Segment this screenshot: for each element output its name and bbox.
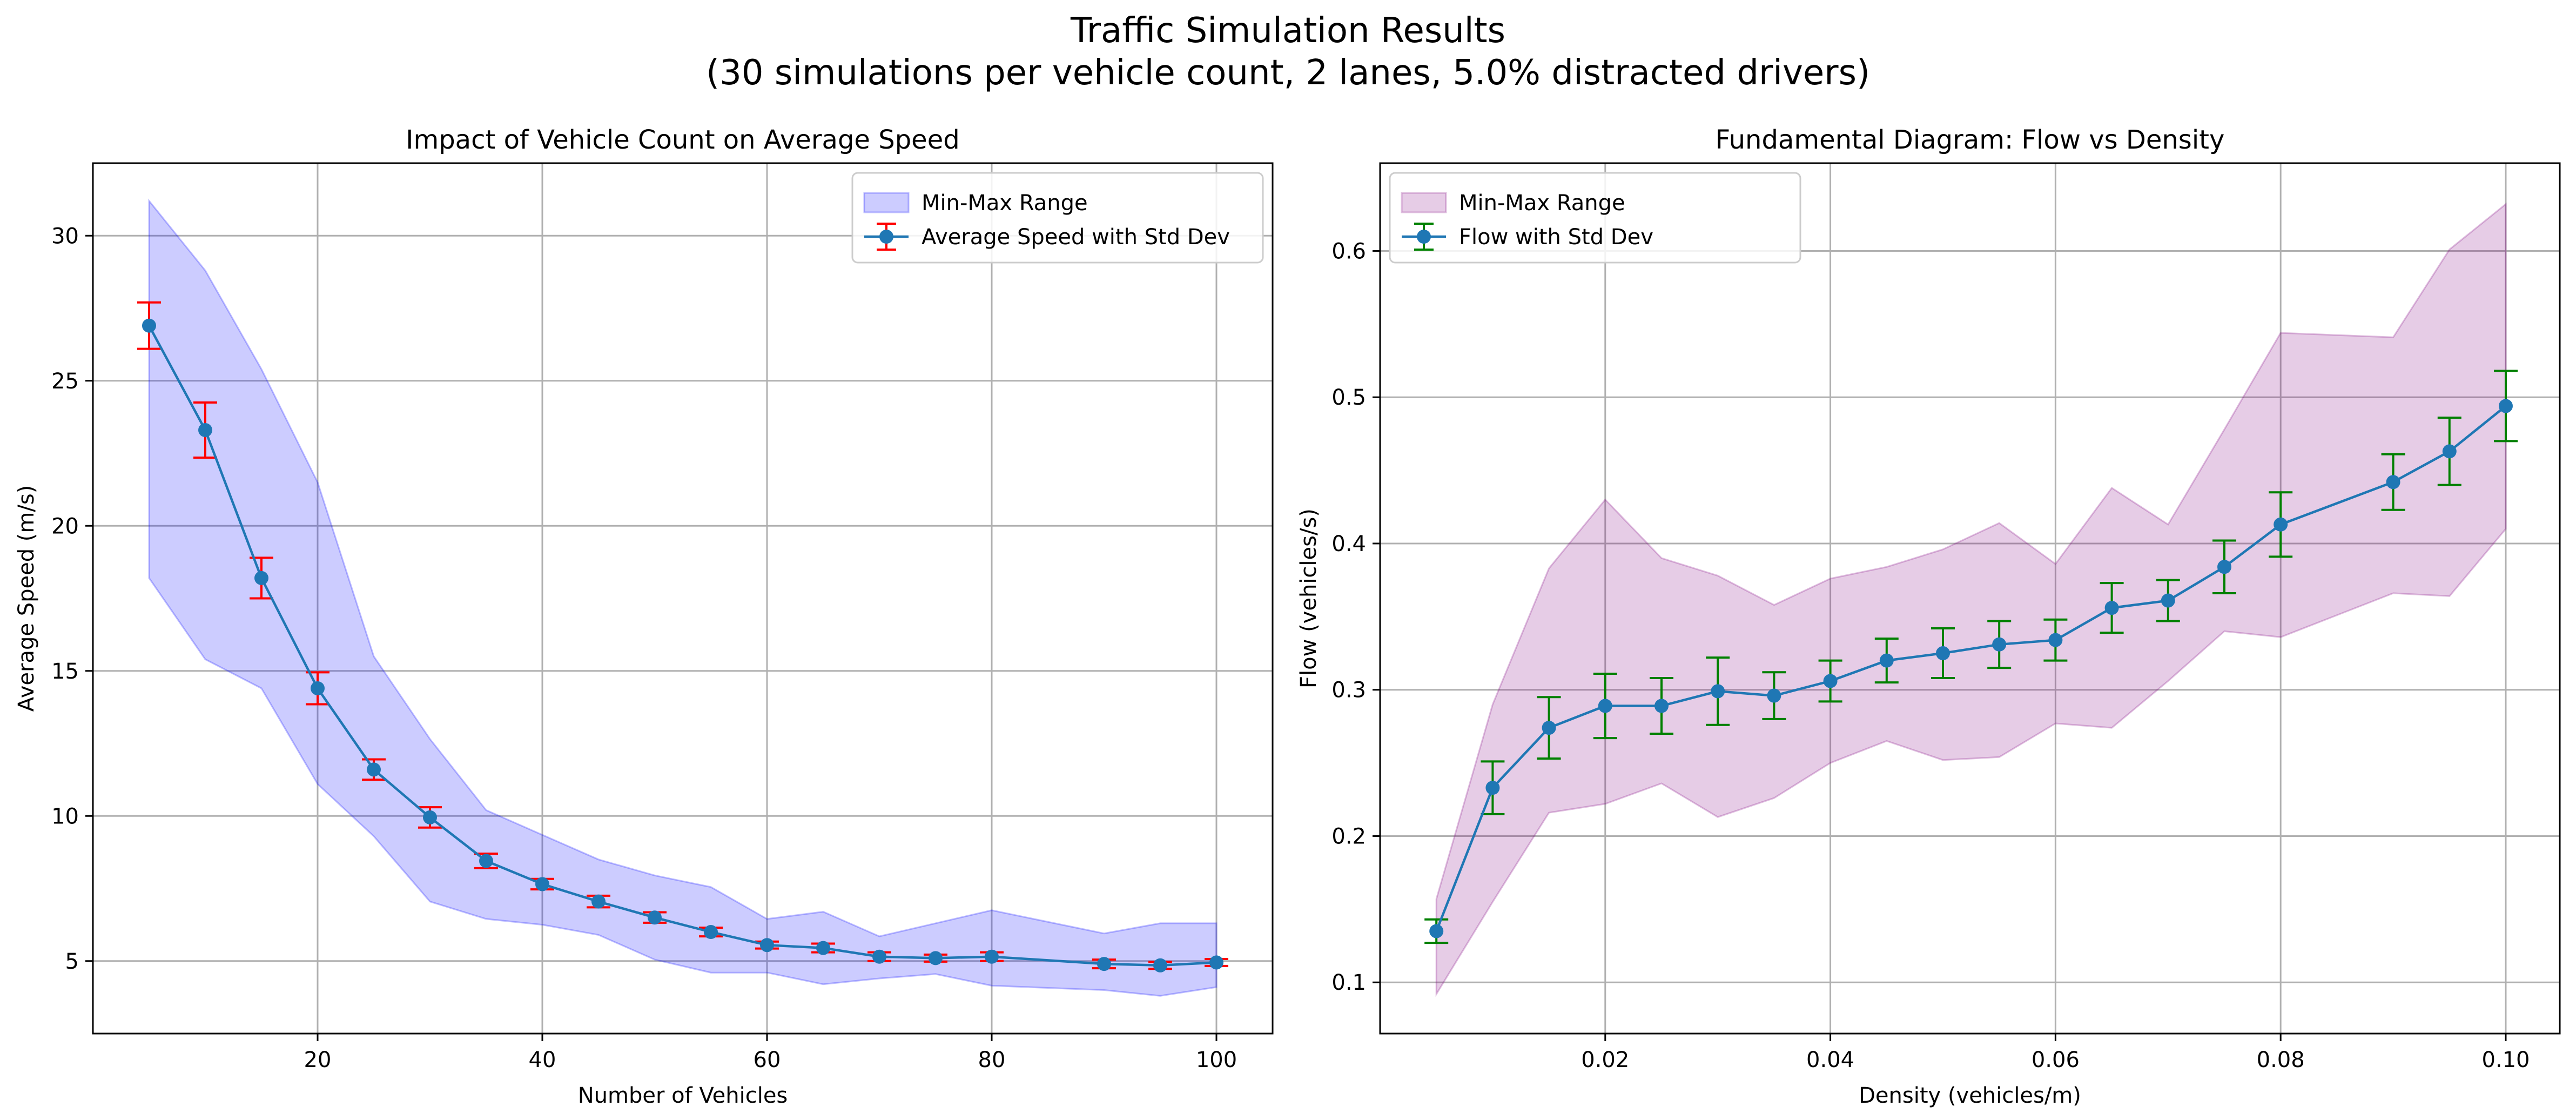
speed-data-point (1209, 955, 1223, 970)
figure-title-line-1: Traffic Simulation Results (1071, 11, 1505, 51)
speed-xtick-label: 20 (304, 1048, 332, 1072)
speed-xtick-label: 80 (978, 1048, 1006, 1072)
speed-xtick-label: 60 (754, 1048, 781, 1072)
speed-ytick-label: 20 (51, 514, 79, 539)
speed-legend-marker (879, 230, 893, 244)
speed-data-point (704, 925, 718, 940)
speed-data-point (929, 951, 943, 965)
speed-legend-box (851, 172, 1264, 264)
speed-minmax-band (148, 198, 1218, 997)
speed-xtick-label: 100 (1196, 1048, 1237, 1072)
speed-data-point (198, 423, 212, 438)
speed-chart-title: Impact of Vehicle Count on Average Speed (406, 125, 959, 155)
speed-data-point (1153, 958, 1167, 973)
speed-data-point (423, 810, 437, 824)
speed-data-point (591, 894, 606, 909)
speed-legend-label-line: Average Speed with Std Dev (922, 225, 1230, 250)
speed-x-axis-label: Number of Vehicles (578, 1083, 788, 1108)
speed-ytick-label: 5 (65, 949, 79, 974)
speed-data-point (479, 854, 493, 868)
figure-title-line-2: (30 simulations per vehicle count, 2 lan… (706, 53, 1870, 93)
speed-data-point (648, 910, 662, 925)
speed-legend-swatch-band (863, 192, 910, 213)
speed-ytick-label: 30 (51, 224, 79, 249)
speed-data-point (142, 318, 156, 333)
speed-ytick-label: 10 (51, 804, 79, 829)
speed-data-point (985, 949, 999, 964)
speed-axes-frame (92, 162, 1274, 1035)
speed-data-point (872, 949, 886, 964)
speed-ytick-label: 25 (51, 369, 79, 394)
speed-data-point (254, 571, 268, 585)
speed-xtick-label: 40 (529, 1048, 556, 1072)
speed-markers (142, 318, 1223, 973)
speed-data-point (367, 762, 381, 777)
speed-data-point (816, 941, 830, 955)
speed-data-point (535, 877, 549, 891)
figure-title: Traffic Simulation Results (30 simulatio… (0, 10, 2576, 94)
speed-legend: Min-Max Range Average Speed with Std Dev (851, 172, 1264, 264)
speed-ytick-label: 15 (51, 659, 79, 684)
speed-data-point (311, 681, 325, 695)
speed-data-point (1097, 957, 1111, 971)
speed-legend-label-band: Min-Max Range (922, 191, 1088, 216)
speed-y-axis-label: Average Speed (m/s) (14, 485, 39, 712)
speed-data-point (760, 938, 774, 953)
